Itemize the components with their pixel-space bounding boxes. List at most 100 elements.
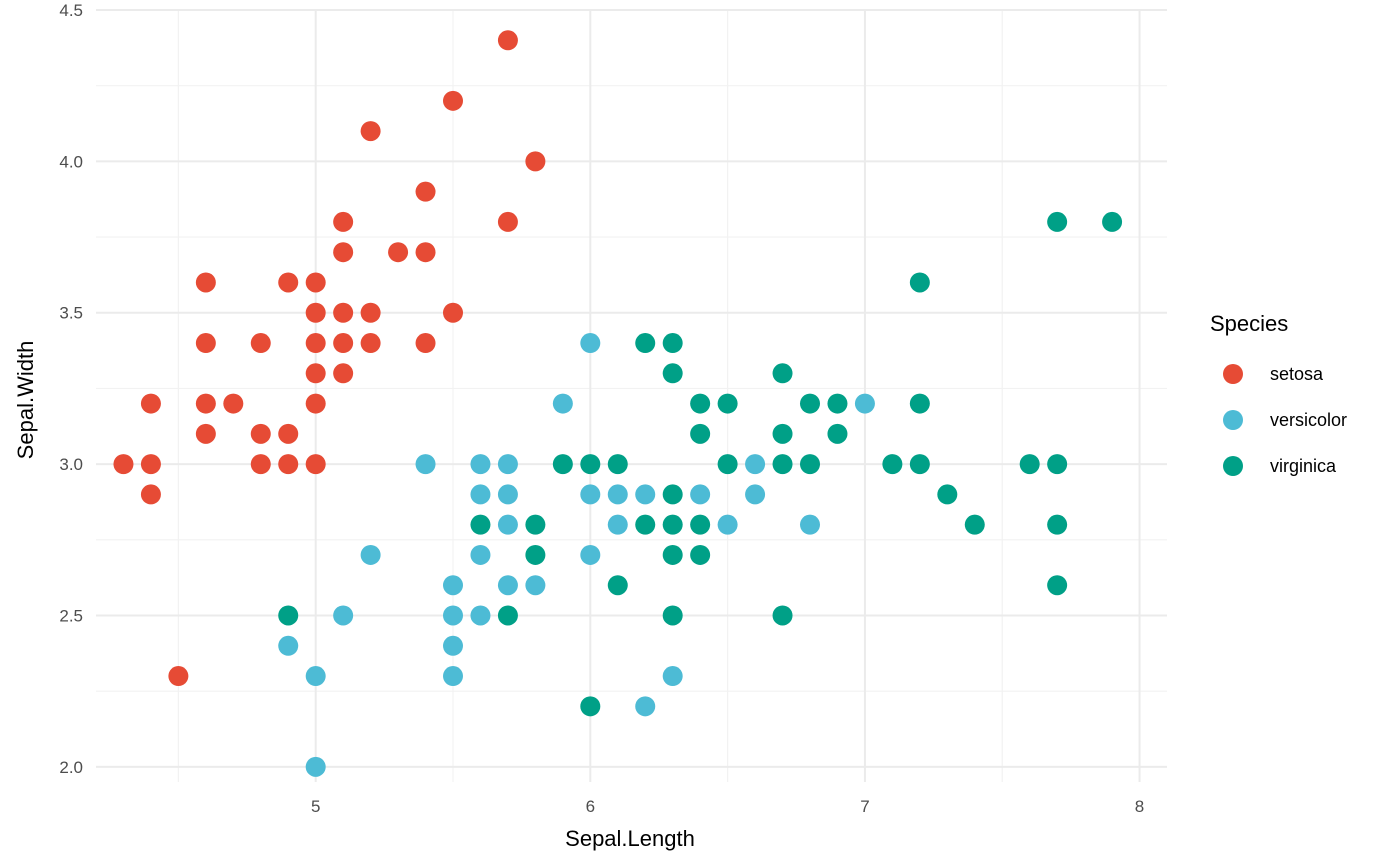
data-point-versicolor [470, 605, 491, 626]
data-point-setosa [195, 393, 216, 414]
data-point-setosa [333, 333, 354, 354]
data-point-versicolor [854, 393, 875, 414]
data-point-setosa [333, 242, 354, 263]
data-point-virginica [827, 423, 848, 444]
data-point-versicolor [278, 635, 299, 656]
legend: Species setosa versicolor virginica [1210, 311, 1347, 476]
data-point-virginica [717, 393, 738, 414]
data-point-setosa [113, 454, 134, 475]
data-point-virginica [1102, 211, 1123, 232]
y-tick-label: 4.0 [59, 152, 83, 171]
data-point-versicolor [525, 575, 546, 596]
data-point-versicolor [360, 544, 381, 565]
data-point-versicolor [745, 454, 766, 475]
data-point-setosa [333, 211, 354, 232]
data-point-versicolor [552, 393, 573, 414]
data-point-virginica [635, 514, 656, 535]
data-point-virginica [800, 393, 820, 414]
data-point-virginica [470, 514, 491, 535]
data-point-versicolor [635, 696, 656, 717]
data-point-setosa [415, 242, 436, 263]
data-point-versicolor [333, 605, 354, 626]
data-point-setosa [195, 272, 216, 293]
data-point-setosa [333, 363, 354, 384]
data-point-virginica [1019, 454, 1040, 475]
y-tick-label: 4.5 [59, 1, 83, 20]
data-points [113, 30, 1123, 777]
data-point-versicolor [443, 666, 463, 687]
data-point-setosa [305, 393, 326, 414]
data-point-setosa [525, 151, 546, 172]
data-point-setosa [443, 90, 463, 111]
data-point-setosa [195, 423, 216, 444]
data-point-versicolor [607, 484, 628, 505]
data-point-virginica [607, 575, 628, 596]
data-point-virginica [662, 484, 683, 505]
data-point-virginica [662, 544, 683, 565]
data-point-setosa [168, 666, 189, 687]
data-point-virginica [909, 272, 930, 293]
data-point-virginica [909, 393, 930, 414]
data-point-virginica [1047, 575, 1068, 596]
data-point-setosa [497, 211, 518, 232]
x-tick-label: 5 [311, 797, 320, 816]
data-point-virginica [1047, 514, 1068, 535]
data-point-virginica [662, 363, 683, 384]
data-point-setosa [497, 30, 518, 51]
data-point-virginica [580, 454, 601, 475]
data-point-setosa [415, 181, 436, 202]
data-point-setosa [415, 333, 436, 354]
legend-label-setosa: setosa [1270, 364, 1324, 384]
data-point-virginica [772, 363, 793, 384]
data-point-virginica [882, 454, 903, 475]
data-point-virginica [580, 696, 601, 717]
data-point-setosa [140, 484, 161, 505]
data-point-virginica [662, 605, 683, 626]
data-point-setosa [333, 302, 354, 323]
data-point-setosa [305, 454, 326, 475]
data-point-versicolor [800, 514, 820, 535]
data-point-virginica [662, 333, 683, 354]
data-point-virginica [1047, 454, 1068, 475]
data-point-setosa [140, 393, 161, 414]
y-tick-label: 3.0 [59, 455, 83, 474]
data-point-setosa [305, 302, 326, 323]
data-point-versicolor [635, 484, 656, 505]
data-point-virginica [525, 514, 546, 535]
data-point-virginica [717, 454, 738, 475]
data-point-versicolor [443, 605, 463, 626]
data-point-setosa [250, 333, 271, 354]
data-point-setosa [360, 333, 381, 354]
data-point-versicolor [607, 514, 628, 535]
data-point-setosa [195, 333, 216, 354]
data-point-setosa [360, 121, 381, 142]
legend-title: Species [1210, 311, 1288, 336]
data-point-versicolor [443, 635, 463, 656]
data-point-versicolor [497, 454, 518, 475]
data-point-versicolor [717, 514, 738, 535]
x-tick-label: 7 [860, 797, 869, 816]
data-point-virginica [497, 605, 518, 626]
data-point-virginica [607, 454, 628, 475]
data-point-setosa [278, 272, 299, 293]
data-point-virginica [278, 605, 299, 626]
data-point-versicolor [470, 544, 491, 565]
x-axis-title: Sepal.Length [565, 826, 695, 851]
data-point-setosa [305, 333, 326, 354]
data-point-virginica [772, 423, 793, 444]
data-point-virginica [772, 605, 793, 626]
y-tick-label: 2.0 [59, 758, 83, 777]
legend-key-versicolor [1223, 410, 1243, 430]
data-point-virginica [690, 514, 711, 535]
data-point-versicolor [470, 484, 491, 505]
legend-key-virginica [1223, 456, 1243, 476]
data-point-versicolor [443, 575, 463, 596]
data-point-versicolor [580, 333, 601, 354]
data-point-setosa [278, 454, 299, 475]
legend-label-versicolor: versicolor [1270, 410, 1347, 430]
data-point-virginica [827, 393, 848, 414]
data-point-versicolor [497, 575, 518, 596]
grid-lines [96, 9, 1167, 782]
data-point-versicolor [580, 484, 601, 505]
